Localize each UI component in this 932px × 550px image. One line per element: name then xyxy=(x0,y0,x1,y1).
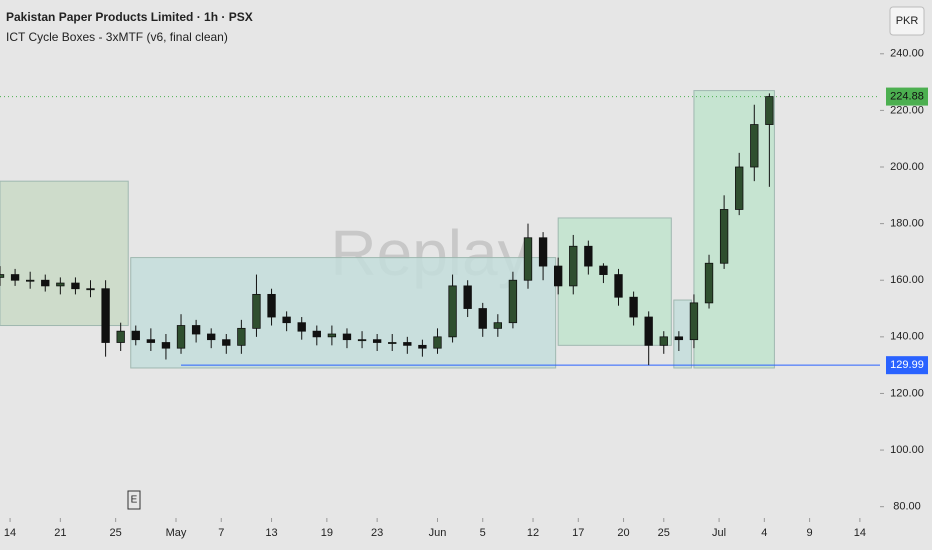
x-tick-label: 4 xyxy=(761,527,767,539)
x-tick-label: 17 xyxy=(572,527,584,539)
candle-body xyxy=(418,344,427,349)
candle-body xyxy=(25,279,35,282)
candle-body xyxy=(56,282,65,287)
x-tick-label: 21 xyxy=(54,527,66,539)
x-tick-label: 20 xyxy=(617,527,629,539)
x-tick-label: 12 xyxy=(527,527,539,539)
candle-body xyxy=(478,308,487,329)
x-tick-label: 23 xyxy=(371,527,383,539)
x-tick-label: 25 xyxy=(658,527,670,539)
x-tick-label: 5 xyxy=(480,527,486,539)
y-tick-label: 80.00 xyxy=(893,501,921,513)
cycle-box xyxy=(693,90,775,369)
candle-body xyxy=(131,330,140,341)
candle-body xyxy=(161,342,171,349)
x-tick-label: 14 xyxy=(854,527,866,539)
candle-body xyxy=(674,336,684,341)
candle-body xyxy=(750,124,759,168)
candle-body xyxy=(86,288,95,291)
currency[interactable]: PKR xyxy=(896,15,919,27)
candle-body xyxy=(237,327,246,346)
candle-body xyxy=(342,333,352,341)
candle-body xyxy=(659,336,668,346)
candle-body xyxy=(176,325,186,349)
plot: Replay80.00100.00120.00140.00160.00180.0… xyxy=(0,48,924,539)
cycle-box xyxy=(130,257,557,369)
x-tick-label: 13 xyxy=(265,527,277,539)
last-price-label: 224.88 xyxy=(890,90,924,102)
x-tick-label: Jul xyxy=(712,527,726,539)
candle-body xyxy=(538,237,548,267)
candle-body xyxy=(71,282,80,290)
chart-title: Pakistan Paper Products Limited · 1h · P… xyxy=(6,10,253,24)
y-tick-label: 120.00 xyxy=(890,387,924,399)
candle-body xyxy=(614,274,623,298)
y-tick-label: 160.00 xyxy=(890,274,924,286)
candle-body xyxy=(282,316,291,324)
y-tick-label: 220.00 xyxy=(890,104,924,116)
candle-body xyxy=(448,285,457,338)
candle-body xyxy=(644,316,653,346)
y-tick-label: 180.00 xyxy=(890,218,924,230)
candle-body xyxy=(101,288,110,343)
candle-body xyxy=(146,339,156,343)
candle-body xyxy=(735,166,744,210)
candle-body xyxy=(327,333,337,338)
candle-body xyxy=(0,274,5,278)
candle-body xyxy=(463,285,472,309)
candle-body xyxy=(207,333,216,341)
candle-body xyxy=(191,325,201,335)
candle-body xyxy=(297,322,306,332)
candle-body xyxy=(554,265,563,287)
candle-body xyxy=(41,279,50,287)
candle-body xyxy=(719,209,729,264)
cycle-box xyxy=(673,299,692,369)
candle-body xyxy=(252,293,261,329)
candle-body xyxy=(689,302,699,341)
currency-box[interactable] xyxy=(889,6,925,36)
y-tick-label: 200.00 xyxy=(890,161,924,173)
candle-body xyxy=(523,237,533,281)
x-tick-label: Jun xyxy=(429,527,447,539)
x-tick-label: 7 xyxy=(218,527,224,539)
candle-body xyxy=(372,339,382,343)
support-label-box xyxy=(886,356,928,375)
candle-body xyxy=(267,293,276,318)
event-box[interactable] xyxy=(127,490,141,510)
candle-body xyxy=(629,296,638,318)
event-marker[interactable]: E xyxy=(131,495,138,506)
support-label: 129.99 xyxy=(890,359,924,371)
candle-body xyxy=(222,339,231,346)
candle-body xyxy=(584,245,593,267)
candle-body xyxy=(357,339,367,342)
last-price-box xyxy=(886,87,928,106)
candle-body xyxy=(508,279,518,324)
candle-body xyxy=(765,96,774,125)
candle-body xyxy=(388,342,397,344)
x-tick-label: 25 xyxy=(110,527,122,539)
x-tick-label: 9 xyxy=(807,527,813,539)
candle-body xyxy=(433,336,442,349)
axis-labels: 129.99 224.88 xyxy=(886,87,928,375)
candle-body xyxy=(312,330,321,338)
y-tick-label: 100.00 xyxy=(890,444,924,456)
y-tick-label: 140.00 xyxy=(890,331,924,343)
x-tick-label: 14 xyxy=(4,527,16,539)
candle-body xyxy=(116,330,125,343)
x-tick-label: May xyxy=(166,527,187,539)
candle-body xyxy=(493,322,502,329)
x-tick-label: 19 xyxy=(321,527,333,539)
candle-body xyxy=(10,274,20,281)
candle-body xyxy=(599,265,608,275)
candle-body xyxy=(403,342,412,346)
y-tick-label: 240.00 xyxy=(890,48,924,60)
candle-body xyxy=(704,262,714,304)
indicator-name: ICT Cycle Boxes - 3xMTF (v6, final clean… xyxy=(6,30,228,44)
candle-body xyxy=(569,245,578,287)
